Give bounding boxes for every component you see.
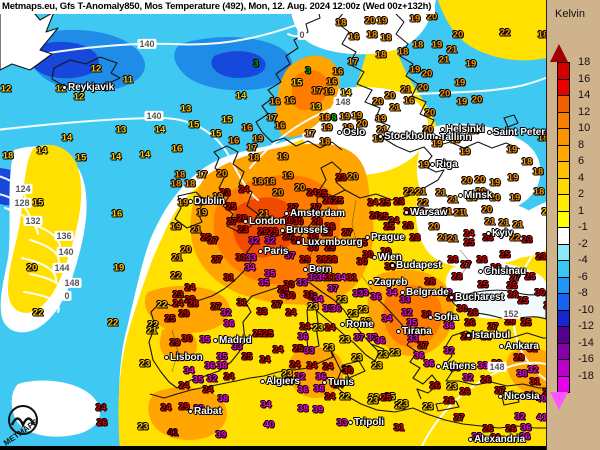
north-africa-coast	[149, 345, 546, 429]
legend-color-cell	[557, 161, 570, 179]
map-title: Metmaps.eu, Gfs T-Anomaly850, Mos Temper…	[0, 0, 436, 14]
baltic-coast	[344, 145, 445, 201]
coastlines	[0, 0, 546, 429]
denmark-coast	[317, 161, 346, 197]
lake-ladoga	[503, 114, 519, 128]
country-borders	[171, 199, 471, 373]
legend-color-cell	[557, 375, 570, 393]
legend-arrow-down	[550, 392, 568, 410]
legend-tick-label: 6	[578, 155, 585, 167]
turkey-south-coast	[444, 335, 546, 389]
legend-tick-label: 12	[578, 105, 591, 118]
logo-circle	[8, 405, 38, 435]
legend-color-cell	[557, 128, 570, 146]
legend-tick-label: 2	[578, 188, 585, 200]
atlantic-coast	[148, 230, 263, 389]
sicily-coast	[342, 360, 366, 379]
black-sea	[451, 289, 546, 320]
legend-tick-label: -6	[578, 270, 588, 283]
legend-tick-label: -10	[578, 303, 594, 316]
britain-coast	[213, 145, 259, 233]
legend-color-cell	[557, 210, 570, 228]
legend-color-cell	[557, 276, 570, 294]
crete-coast	[435, 400, 460, 412]
legend-tick-label: 10	[578, 122, 591, 134]
legend-tick-label: 1	[578, 204, 585, 217]
legend-tick-label: 18	[578, 56, 591, 68]
cyprus-coast	[501, 394, 520, 406]
logo-m-wave	[10, 417, 36, 429]
legend-tick-label: -18	[578, 369, 594, 382]
map-canvas[interactable]	[0, 0, 546, 450]
legend-color-cell	[557, 342, 570, 360]
legend-color-cell	[557, 95, 570, 113]
legend-tick-label: -12	[578, 320, 594, 332]
corsica-coast	[306, 306, 319, 326]
ireland-coast	[174, 191, 205, 229]
legend-color-cell	[557, 62, 570, 80]
legend-color-cell	[557, 177, 570, 195]
legend-arrow-up	[550, 44, 568, 62]
legend-tick-label: -4	[578, 254, 588, 266]
legend-tick-label: -16	[578, 353, 594, 365]
legend-color-cell	[557, 78, 570, 96]
legend-tick-label: -8	[578, 287, 588, 299]
italy-heel	[370, 343, 385, 358]
legend-color-cell	[557, 243, 570, 261]
northsea-coast	[261, 191, 319, 239]
legend-color-cell	[557, 227, 570, 245]
legend-tick-label: 14	[578, 89, 591, 101]
legend-color-cell	[557, 359, 570, 377]
map-bottom-border	[0, 446, 546, 450]
legend-color-cell	[557, 111, 570, 129]
mediterranean-north-coast	[176, 279, 380, 389]
legend-tick-label: -2	[578, 237, 588, 250]
legend-color-cell	[557, 326, 570, 344]
finland-coast	[393, 0, 521, 150]
sweden-coast	[335, 0, 397, 147]
skagerrak-coast	[261, 131, 343, 151]
legend-color-cell	[557, 144, 570, 162]
legend-color-cell	[557, 309, 570, 327]
sardinia-coast	[305, 326, 320, 350]
legend-tick-label: -1	[578, 221, 588, 233]
metmaps-logo: METMAPS	[2, 400, 50, 450]
balkan-coast	[361, 287, 440, 400]
legend-color-cell	[557, 293, 570, 311]
legend-color-cell	[557, 260, 570, 278]
iceland-coast	[51, 56, 121, 91]
legend-tick-label: 8	[578, 138, 585, 151]
legend-tick-label: 4	[578, 171, 585, 184]
legend-unit-label: Kelvin	[555, 8, 585, 20]
legend-tick-label: -14	[578, 336, 594, 349]
turkey-north-coast	[451, 330, 546, 339]
legend-panel: Kelvin 18 16 14 12 10 8 6 4 2 1 -1 -2 -4 -6 -8 -10 -12 -1…	[546, 0, 600, 450]
norway-coast	[255, 0, 339, 133]
legend-tick-label: 16	[578, 72, 591, 85]
legend-color-cell	[557, 194, 570, 212]
